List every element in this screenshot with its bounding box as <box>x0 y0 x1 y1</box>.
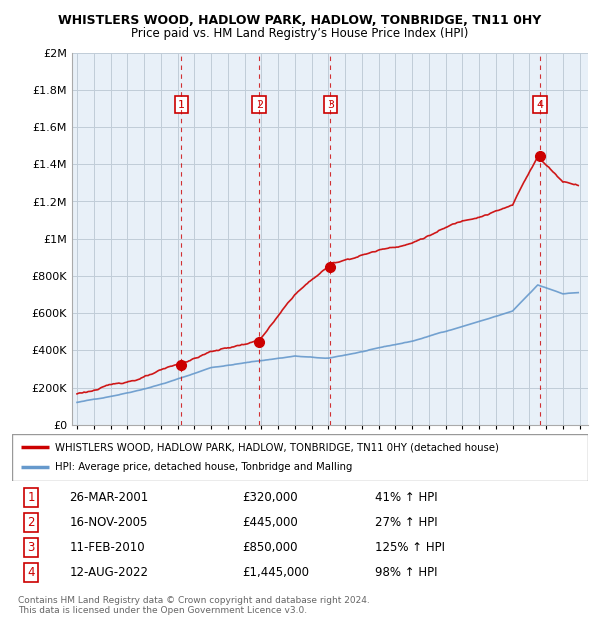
Text: 3: 3 <box>327 100 334 110</box>
Text: 125% ↑ HPI: 125% ↑ HPI <box>375 541 445 554</box>
Text: 2: 2 <box>256 100 263 110</box>
Text: 4: 4 <box>27 566 35 579</box>
Text: 27% ↑ HPI: 27% ↑ HPI <box>375 516 437 529</box>
Text: WHISTLERS WOOD, HADLOW PARK, HADLOW, TONBRIDGE, TN11 0HY (detached house): WHISTLERS WOOD, HADLOW PARK, HADLOW, TON… <box>55 442 499 452</box>
Text: 16-NOV-2005: 16-NOV-2005 <box>70 516 148 529</box>
Text: £445,000: £445,000 <box>242 516 298 529</box>
Text: 98% ↑ HPI: 98% ↑ HPI <box>375 566 437 579</box>
Text: £1,445,000: £1,445,000 <box>242 566 310 579</box>
Text: 41% ↑ HPI: 41% ↑ HPI <box>375 491 437 504</box>
Text: 1: 1 <box>178 100 185 110</box>
Text: 26-MAR-2001: 26-MAR-2001 <box>70 491 149 504</box>
Text: HPI: Average price, detached house, Tonbridge and Malling: HPI: Average price, detached house, Tonb… <box>55 463 353 472</box>
Text: Price paid vs. HM Land Registry’s House Price Index (HPI): Price paid vs. HM Land Registry’s House … <box>131 27 469 40</box>
Text: £850,000: £850,000 <box>242 541 298 554</box>
Text: 12-AUG-2022: 12-AUG-2022 <box>70 566 149 579</box>
Text: 11-FEB-2010: 11-FEB-2010 <box>70 541 145 554</box>
Text: WHISTLERS WOOD, HADLOW PARK, HADLOW, TONBRIDGE, TN11 0HY: WHISTLERS WOOD, HADLOW PARK, HADLOW, TON… <box>58 14 542 27</box>
Text: 3: 3 <box>28 541 35 554</box>
Text: 1: 1 <box>27 491 35 504</box>
Text: 4: 4 <box>536 100 544 110</box>
Text: Contains HM Land Registry data © Crown copyright and database right 2024.: Contains HM Land Registry data © Crown c… <box>18 596 370 606</box>
Text: 2: 2 <box>27 516 35 529</box>
Text: £320,000: £320,000 <box>242 491 298 504</box>
Text: This data is licensed under the Open Government Licence v3.0.: This data is licensed under the Open Gov… <box>18 606 307 616</box>
FancyBboxPatch shape <box>12 434 588 481</box>
